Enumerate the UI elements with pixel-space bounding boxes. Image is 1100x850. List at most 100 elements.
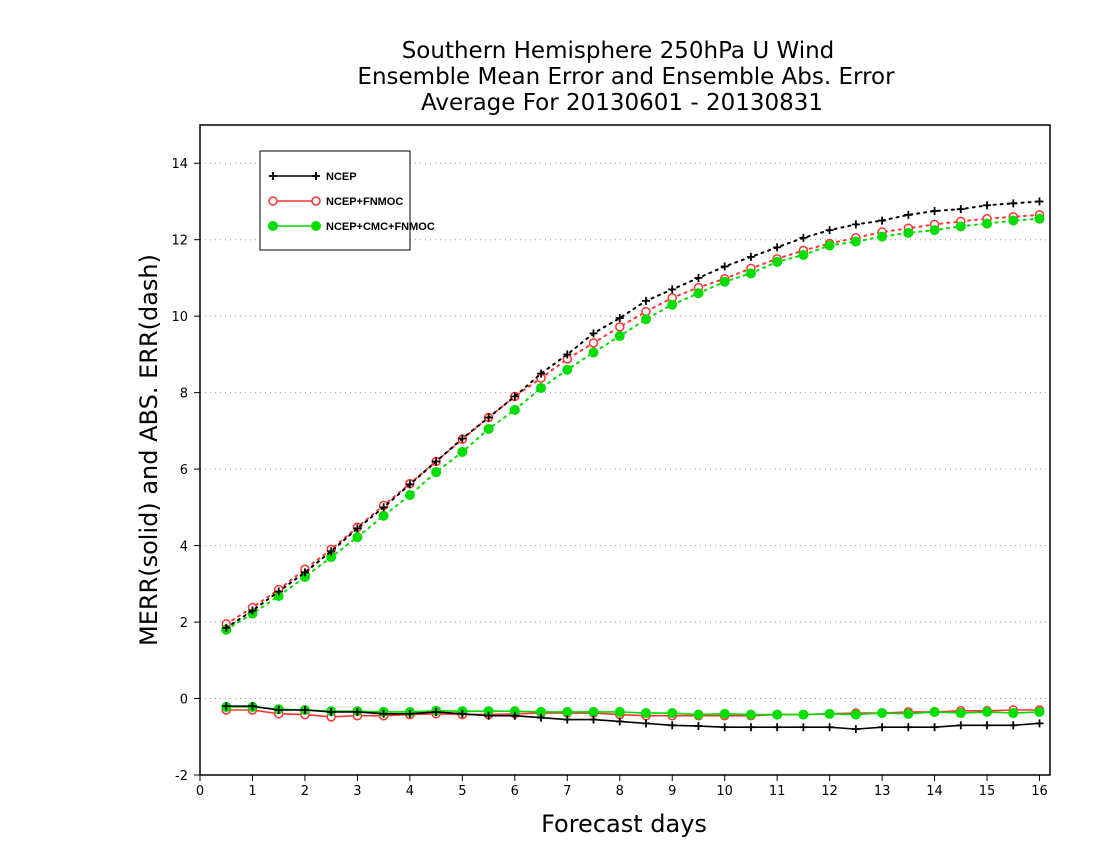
mean-error-point xyxy=(904,723,913,732)
abs-error-point xyxy=(458,434,467,443)
mean-error-point xyxy=(694,722,703,731)
abs-error-point xyxy=(904,210,913,219)
abs-error-point xyxy=(903,227,914,238)
mean-error-point xyxy=(615,717,624,726)
mean-error-point xyxy=(824,708,835,719)
chart-title-line-1: Southern Hemisphere 250hPa U Wind xyxy=(402,38,835,64)
abs-error-point xyxy=(1034,213,1045,224)
x-tick-label: 7 xyxy=(563,784,571,799)
abs-error-point xyxy=(510,392,519,401)
mean-error-point xyxy=(878,723,887,732)
abs-error-point xyxy=(589,329,598,338)
x-tick-label: 3 xyxy=(353,784,361,799)
mean-error-point xyxy=(379,709,388,718)
legend-marker xyxy=(268,221,278,231)
chart-title-line-2: Ensemble Mean Error and Ensemble Abs. Er… xyxy=(357,64,895,90)
abs-error-point xyxy=(300,568,309,577)
legend-item-ncep-cmc-fnmoc: NCEP+CMC+FNMOC xyxy=(268,221,435,233)
abs-error-point xyxy=(824,240,835,251)
mean-error-point xyxy=(537,713,546,722)
mean-error-point xyxy=(825,723,834,732)
abs-error-point xyxy=(562,364,573,375)
x-tick-label: 6 xyxy=(511,784,519,799)
chart-title-line-3: Average For 20130601 - 20130831 xyxy=(421,90,823,116)
series-ncep xyxy=(222,197,1044,734)
mean-error-point xyxy=(983,721,992,730)
y-tick-label: 0 xyxy=(180,693,188,708)
abs-error-point xyxy=(248,606,257,615)
plot-area xyxy=(221,197,1045,734)
mean-error-point xyxy=(746,723,755,732)
mean-error-point xyxy=(668,721,677,730)
legend-item-ncep: NCEP xyxy=(269,171,357,183)
x-tick-label: 9 xyxy=(668,784,676,799)
legend-label: NCEP+CMC+FNMOC xyxy=(326,221,435,233)
abs-error-point xyxy=(798,250,809,260)
x-tick-label: 4 xyxy=(406,784,414,799)
abs-error-point xyxy=(378,510,389,521)
mean-error-point xyxy=(563,715,572,724)
mean-error-point xyxy=(929,706,940,717)
abs-error-point xyxy=(746,252,755,261)
abs-error-point xyxy=(668,285,677,294)
mean-error-line-ncep-cmc-fnmoc xyxy=(226,706,1040,716)
abs-error-point xyxy=(457,446,468,457)
mean-error-point xyxy=(877,708,888,719)
mean-error-point xyxy=(510,711,519,720)
chart-title: Southern Hemisphere 250hPa U Wind Ensemb… xyxy=(357,38,895,116)
y-tick-label: -2 xyxy=(175,769,188,784)
mean-error-point xyxy=(667,708,678,719)
mean-error-point xyxy=(300,706,309,714)
abs-error-point xyxy=(877,231,888,242)
mean-error-point xyxy=(405,709,414,718)
abs-error-point xyxy=(955,221,966,232)
mean-error-point xyxy=(222,702,231,711)
abs-error-point xyxy=(588,347,599,358)
abs-error-point xyxy=(772,256,783,267)
mean-error-point xyxy=(432,707,441,716)
mean-error-point xyxy=(1035,719,1044,728)
abs-error-point xyxy=(825,226,834,235)
mean-error-point xyxy=(1008,708,1019,719)
mean-error-point xyxy=(484,711,493,720)
y-tick-label: 2 xyxy=(180,616,188,631)
abs-error-point xyxy=(352,532,363,543)
mean-error-point xyxy=(640,708,651,719)
abs-error-point xyxy=(509,404,520,415)
abs-error-point xyxy=(615,322,625,332)
abs-error-point xyxy=(878,216,887,225)
legend: NCEP NCEP+FNMOC NCEP+CMC+FNMOC xyxy=(259,150,435,251)
abs-error-point xyxy=(327,547,336,556)
abs-error-point xyxy=(588,338,599,348)
mean-error-point xyxy=(851,725,860,734)
x-tick-label: 11 xyxy=(769,784,786,799)
y-tick-label: 6 xyxy=(180,463,188,478)
mean-error-point xyxy=(589,715,598,724)
y-axis-label: MERR(solid) and ABS. ERR(dash) xyxy=(135,254,163,646)
abs-error-point xyxy=(745,268,756,279)
abs-error-point xyxy=(614,331,625,342)
x-axis-ticks: 0 1 2 3 4 5 6 7 8 9 10 11 12 13 14 15 16 xyxy=(196,775,1048,799)
legend-marker xyxy=(311,196,321,206)
x-tick-label: 5 xyxy=(458,784,466,799)
x-tick-label: 0 xyxy=(196,784,204,799)
abs-error-point xyxy=(773,243,782,252)
legend-item-ncep-fnmoc: NCEP+FNMOC xyxy=(268,196,403,208)
abs-error-point xyxy=(982,218,993,229)
mean-error-point xyxy=(274,706,283,714)
plot-frame xyxy=(199,124,1051,776)
x-tick-label: 15 xyxy=(979,784,996,799)
abs-error-point xyxy=(431,467,442,478)
abs-error-point xyxy=(404,490,415,501)
abs-error-point xyxy=(222,623,231,632)
mean-error-line-ncep xyxy=(226,705,1040,730)
abs-error-point xyxy=(405,480,414,489)
y-tick-label: 12 xyxy=(171,234,188,249)
mean-error-point xyxy=(693,709,704,720)
legend-label: NCEP+FNMOC xyxy=(326,196,403,208)
abs-error-point xyxy=(353,524,362,533)
x-tick-label: 8 xyxy=(616,784,624,799)
mean-error-point xyxy=(327,707,336,716)
abs-error-line-ncep-fnmoc xyxy=(225,213,1041,625)
abs-error-point xyxy=(432,457,441,466)
